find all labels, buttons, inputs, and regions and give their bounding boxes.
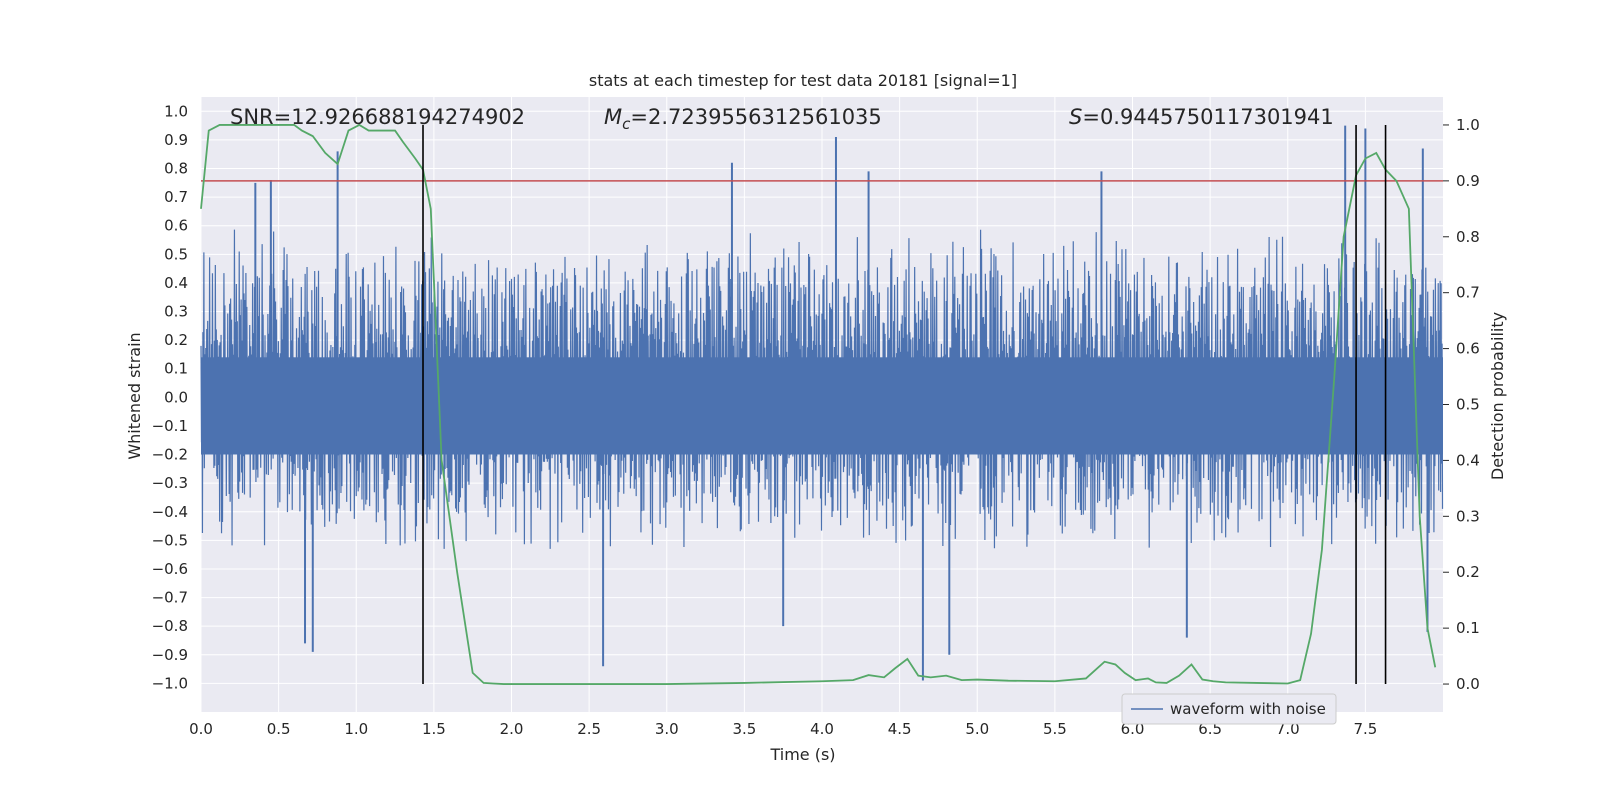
- x-tick-label: 2.5: [577, 720, 601, 738]
- y-axis-right-label: Detection probability: [1488, 312, 1507, 480]
- overlay: [200, 123, 1443, 685]
- x-tick-label: 4.0: [810, 720, 834, 738]
- snr-annotation: SNR=12.926688194274902: [230, 105, 525, 129]
- y-right-tick-label: 0.1: [1456, 619, 1480, 637]
- y-right-tick-label: 0.9: [1456, 172, 1480, 190]
- y-tick-label: 1.0: [164, 102, 188, 120]
- y-right-tick-label: 0.8: [1456, 228, 1480, 246]
- y-tick-label: 0.9: [164, 131, 188, 149]
- y-tick-label: −0.8: [152, 617, 188, 635]
- chirp-mass-value: =2.7239556312561035: [630, 105, 881, 129]
- y-tick-label: 0.6: [164, 217, 188, 235]
- y-right-tick-label: 1.0: [1456, 116, 1480, 134]
- x-tick-label: 0.5: [267, 720, 291, 738]
- legend-waveform-label: waveform with noise: [1170, 700, 1326, 718]
- x-tick-label: 7.5: [1353, 720, 1377, 738]
- y-right-tick-label: 0.0: [1456, 675, 1480, 693]
- x-tick-label: 2.0: [500, 720, 524, 738]
- x-tick-label: 1.5: [422, 720, 446, 738]
- y-right-tick-label: 0.5: [1456, 396, 1480, 414]
- y-right-tick-label: 0.2: [1456, 563, 1480, 581]
- y-tick-label: 0.5: [164, 245, 188, 263]
- y-tick-label: 0.4: [164, 274, 188, 292]
- y-right-tick-label: 0.4: [1456, 451, 1480, 469]
- x-tick-label: 3.0: [655, 720, 679, 738]
- x-tick-label: 4.5: [888, 720, 912, 738]
- y-tick-label: −0.9: [152, 646, 188, 664]
- chirp-mass-subscript: c: [622, 115, 631, 133]
- x-tick-label: 5.5: [1043, 720, 1067, 738]
- waveform-core-band: [201, 357, 1443, 455]
- x-tick-label: 1.0: [344, 720, 368, 738]
- y-tick-label: −0.5: [152, 531, 188, 549]
- legend: waveform with noise: [1121, 693, 1337, 725]
- x-tick-label: 0.0: [189, 720, 213, 738]
- y-tick-label: −0.4: [152, 503, 188, 521]
- y-tick-label: −0.2: [152, 446, 188, 464]
- y-right-tick-label: 0.3: [1456, 507, 1480, 525]
- y-tick-label: −0.1: [152, 417, 188, 435]
- y-tick-label: −0.7: [152, 589, 188, 607]
- y-tick-label: −0.6: [152, 560, 188, 578]
- y-tick-label: 0.7: [164, 188, 188, 206]
- x-axis-label: Time (s): [769, 745, 835, 764]
- axis-ticks: 0.0 0.5 1.0 1.5 2.0 2.5 3.0 3.5 4.0 4.5 5.0 5.5 6.0 6…: [152, 102, 1480, 738]
- y-tick-label: 0.2: [164, 331, 188, 349]
- x-tick-label: 5.0: [965, 720, 989, 738]
- y-right-tick-label: 0.7: [1456, 284, 1480, 302]
- chirp-mass-symbol: M: [604, 105, 622, 129]
- y-right-tick-label: 0.6: [1456, 340, 1480, 358]
- waveform-series: [200, 125, 1444, 681]
- y-tick-label: −0.3: [152, 474, 188, 492]
- x-tick-label: 3.5: [732, 720, 756, 738]
- chart-title: stats at each timestep for test data 201…: [589, 71, 1017, 90]
- s-value: =0.9445750117301941: [1082, 105, 1333, 129]
- y-tick-label: −1.0: [152, 674, 188, 692]
- y-axis-label: Whitened strain: [125, 332, 144, 459]
- s-annotation: S=0.9445750117301941: [1069, 105, 1334, 129]
- y-tick-label: 0.1: [164, 360, 188, 378]
- s-symbol: S: [1069, 105, 1082, 129]
- detection-probability-line: [200, 123, 1437, 685]
- legend-box: [1121, 693, 1337, 725]
- y-tick-label: 0.8: [164, 160, 188, 178]
- y-tick-label: 0.3: [164, 303, 188, 321]
- y-tick-label: 0.0: [164, 388, 188, 406]
- chirp-mass-annotation: Mc=2.7239556312561035: [604, 105, 882, 133]
